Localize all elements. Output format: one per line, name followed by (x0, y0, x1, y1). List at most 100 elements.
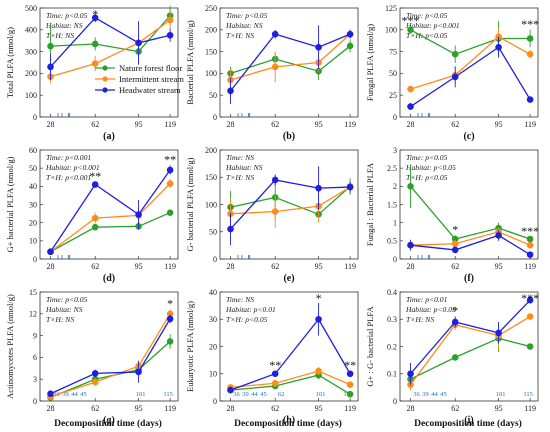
day-marker-label: 36 (233, 391, 240, 398)
day-marker-label: 39 (422, 391, 429, 398)
day-marker-label: 101 (136, 391, 146, 398)
series-line-headwater (50, 16, 171, 68)
x-tick-label: 28 (227, 404, 235, 413)
y-tick-label: 1.5 (387, 200, 397, 209)
y-tick-label: 40 (29, 182, 37, 191)
data-point-headwater (346, 370, 354, 378)
data-point-headwater (166, 31, 174, 39)
plot-frame (39, 291, 179, 402)
day-marker-label: 45 (440, 391, 447, 398)
day-marker-label: 115 (523, 391, 533, 398)
legend-swatch-marker (102, 65, 108, 71)
y-axis-title: Total PLFA (nmol/g) (5, 27, 15, 98)
y-tick-label: 150 (205, 47, 217, 56)
y-tick-label: 0 (33, 397, 37, 406)
y-tick-label: 10 (29, 237, 37, 246)
y-tick-label: 0 (33, 255, 37, 264)
y-tick-label: 0.5 (387, 237, 397, 246)
data-point-intermittent (451, 240, 459, 248)
series-line-intermittent (410, 231, 531, 246)
stat-annotation: T×H: p<0.05 (406, 173, 448, 182)
plot-frame (39, 7, 179, 118)
data-point-headwater (227, 386, 234, 394)
y-tick-label: 100 (205, 69, 217, 78)
data-point-headwater (166, 315, 174, 323)
y-tick-label: 0.4 (387, 288, 397, 297)
y-tick-label: 100 (25, 91, 37, 100)
data-point-nature (526, 343, 534, 350)
stat-annotation: Habitat: NS (225, 21, 263, 30)
legend-swatch-marker (102, 76, 108, 82)
x-tick-label: 95 (315, 120, 323, 129)
stat-annotation: Habitat: NS (45, 21, 83, 30)
series-line-headwater (230, 33, 351, 92)
stat-annotation: Time: NS (226, 153, 254, 162)
stat-annotation: Habitat: p<0.001 (45, 163, 100, 172)
data-point-intermittent (407, 85, 414, 93)
series-line-intermittent (410, 35, 531, 90)
y-tick-label: 200 (25, 69, 37, 78)
data-point-nature (166, 209, 174, 216)
data-point-headwater (407, 241, 414, 249)
y-tick-label: 50 (29, 164, 37, 173)
y-tick-label: 0 (213, 255, 217, 264)
data-point-headwater (135, 39, 142, 47)
panel-label: (b) (283, 131, 295, 142)
y-tick-label: 30 (209, 315, 217, 324)
x-tick-label: 28 (227, 120, 235, 129)
legend-label-nature: Nature forest floor (119, 63, 182, 73)
significance-marker: *** (521, 291, 539, 305)
x-tick-label: 95 (495, 262, 503, 271)
chart-panel-2: 0 25 50 75 100 125 28 62 95 119 Fungal PLFA (nmol/… (365, 4, 539, 142)
day-marker-label: 101 (496, 391, 506, 398)
data-point-headwater (47, 63, 54, 71)
data-point-nature (346, 390, 354, 398)
data-point-headwater (526, 296, 534, 304)
x-tick-label: 62 (271, 120, 279, 129)
stat-annotation: Habitat: p<0.001 (405, 21, 460, 30)
y-axis-title: Actinomycetes PLFA (nmol/g) (5, 294, 15, 399)
y-tick-label: 0 (393, 255, 397, 264)
chart-panel-4: 0 50 100 150 200 28 62 95 119 G- bacterial PLFA (… (185, 146, 359, 284)
x-tick-label: 95 (495, 120, 503, 129)
significance-marker: ** (344, 358, 356, 372)
data-point-intermittent (91, 214, 99, 222)
series-line-headwater (410, 299, 531, 375)
x-axis-title-col3: Decomposition time (days) (414, 418, 522, 429)
day-marker-label: 115 (163, 391, 173, 398)
stat-annotation: T×H: p<0.05 (406, 31, 448, 40)
data-point-headwater (495, 43, 502, 51)
stat-annotation: Habitat: NS (45, 305, 83, 314)
data-point-headwater (166, 166, 174, 174)
y-tick-label: 500 (25, 4, 37, 13)
y-tick-label: 125 (385, 4, 397, 13)
chart-panel-7: 0 10 20 30 40 28 62 95 119 Eukaryotic PLFA (nmol/… (185, 288, 359, 426)
stat-annotation: Habitat: p<0.05 (405, 163, 456, 172)
series-line-intermittent (50, 313, 171, 398)
y-tick-label: 3 (393, 146, 397, 155)
y-tick-label: 150 (205, 173, 217, 182)
data-point-headwater (451, 246, 459, 254)
series-line-intermittent (50, 19, 171, 78)
chart-panel-3: 0 10 20 30 40 50 60 28 62 95 119 G+ bacterial PLFA … (5, 146, 179, 284)
y-axis-title: Fungal : Bacterial PLFA (365, 162, 375, 246)
y-tick-label: 15 (29, 288, 37, 297)
data-point-nature (526, 235, 534, 243)
series-line-nature (230, 186, 351, 216)
series-line-headwater (50, 318, 171, 395)
panel-label: (c) (463, 131, 474, 142)
x-tick-label: 119 (344, 262, 356, 271)
data-point-nature (47, 42, 54, 50)
y-tick-label: 12 (29, 310, 37, 319)
data-point-headwater (526, 96, 534, 103)
y-tick-label: 0 (33, 113, 37, 122)
day-marker-label: 45 (80, 391, 87, 398)
series-line-intermittent (50, 183, 171, 253)
y-tick-label: 3 (33, 375, 37, 384)
chart-panel-1: 0 50 100 150 200 250 28 62 95 119 Bacterial PLFA (… (185, 4, 359, 142)
x-tick-label: 95 (495, 404, 503, 413)
series-line-headwater (49, 169, 171, 253)
day-marker-label: 44 (71, 391, 78, 398)
data-point-headwater (315, 315, 322, 323)
x-tick-label: 28 (407, 404, 415, 413)
